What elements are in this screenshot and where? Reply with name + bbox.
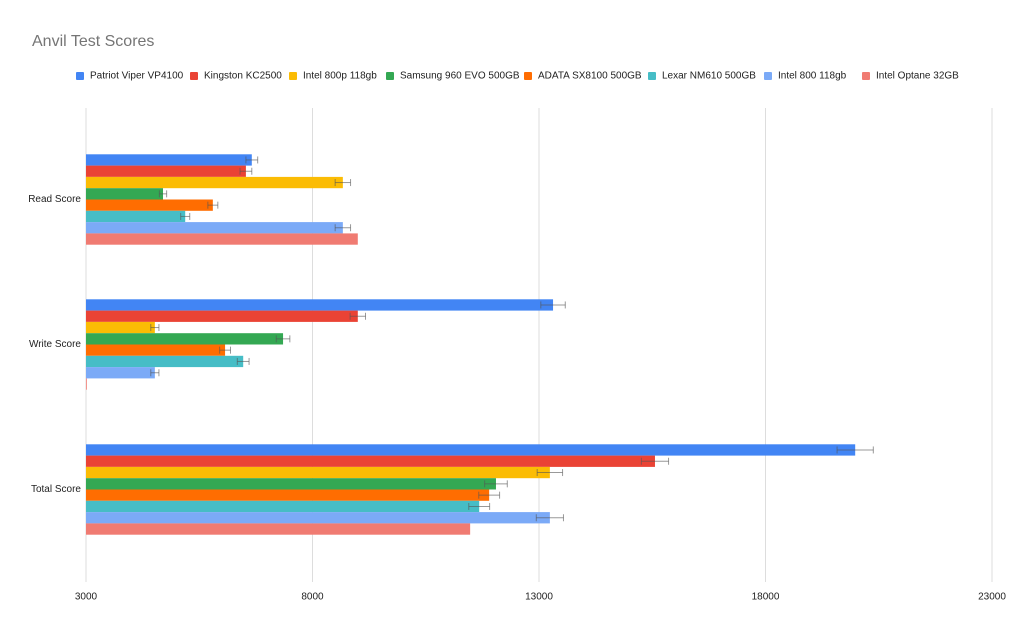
error-bar [536,469,564,477]
error-bar [150,324,160,332]
bar [86,176,343,189]
legend-label: Samsung 960 EVO 500GB [400,71,520,82]
bar [86,333,284,345]
legend-label: ADATA SX8100 500GB [538,71,642,82]
bar [86,455,655,467]
error-bar [468,502,491,510]
error-bar [275,335,291,343]
x-tick-label: 23000 [978,592,1006,603]
bar [86,367,155,379]
error-bar [640,457,670,465]
error-bar [484,480,508,488]
x-tick-label: 13000 [525,592,553,603]
error-bar [245,156,259,164]
error-bar [836,446,874,454]
legend-marker [862,72,870,80]
bar [86,355,244,368]
bar [86,165,246,177]
error-bar [349,312,367,320]
y-tick-label: Write Score [29,339,81,350]
x-tick-label: 3000 [75,592,98,603]
error-bar [478,491,501,499]
error-bar [239,167,253,175]
error-bar [540,301,566,309]
bar [86,210,186,223]
bar [86,500,480,513]
legend-marker [386,72,394,80]
x-tick-label: 8000 [301,592,324,603]
error-bar [158,190,168,198]
bar [86,344,226,356]
x-tick-label: 18000 [752,592,780,603]
chart-title: Anvil Test Scores [32,33,154,50]
y-tick-label: Total Score [31,484,81,495]
bar [86,444,856,456]
legend-marker [524,72,532,80]
legend-label: Kingston KC2500 [204,71,282,82]
y-tick-label: Read Score [28,194,81,205]
bar [86,512,550,524]
error-bar [236,357,250,365]
bar [86,523,471,535]
legend-marker [764,72,772,80]
bar [86,222,343,234]
legend-marker [648,72,656,80]
error-bar [334,224,352,232]
bar [86,378,87,390]
bar [86,478,496,490]
error-bar [219,346,232,354]
error-bar [535,514,564,522]
error-bar [207,201,219,209]
bar [86,299,554,311]
bar [86,154,252,166]
error-bar [334,179,352,187]
bar [86,489,490,501]
bar [86,188,164,200]
legend-label: Lexar NM610 500GB [662,71,756,82]
error-bar [150,369,160,377]
legend-marker [190,72,198,80]
bar [86,466,550,479]
bar [86,310,358,322]
legend-label: Intel 800p 118gb [303,71,377,82]
error-bar [180,212,191,220]
bar [86,321,155,334]
bar [86,199,213,211]
legend-marker [289,72,297,80]
legend-label: Intel 800 118gb [778,71,847,82]
legend-label: Patriot Viper VP4100 [90,71,184,82]
legend-marker [76,72,84,80]
legend-label: Intel Optane 32GB [876,71,959,82]
bar [86,233,358,245]
